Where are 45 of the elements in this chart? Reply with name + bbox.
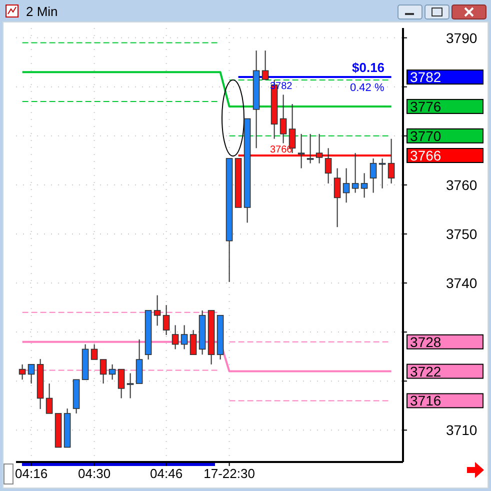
candlestick (360, 172, 368, 198)
data-label: 3776 (410, 98, 442, 114)
data-label: 3766 (410, 148, 442, 164)
annotation: 3766 (270, 144, 293, 156)
candlestick (388, 138, 395, 184)
candlestick (118, 368, 125, 399)
x-tick-label: 04:46 (150, 466, 183, 481)
x-tick-label: 17-22:30 (204, 466, 255, 481)
candlestick (46, 383, 53, 414)
candlestick (108, 364, 116, 380)
candlestick (154, 294, 161, 326)
candlestick (162, 304, 170, 336)
y-tick-label: 3740 (446, 275, 478, 292)
candlestick (352, 152, 359, 194)
candlestick (180, 324, 188, 350)
annotation: $0.16 (352, 60, 385, 75)
candlestick (370, 158, 377, 194)
data-label: 3716 (410, 392, 442, 409)
data-label: 3728 (410, 334, 442, 350)
candlestick (262, 50, 269, 80)
candlestick (324, 148, 332, 184)
candlestick (280, 94, 287, 144)
candlestick (306, 133, 314, 164)
candlestick (342, 168, 350, 204)
data-label: 3722 (410, 363, 442, 380)
candlestick (316, 133, 323, 164)
y-tick-label: 3760 (446, 176, 478, 193)
candlestick (90, 344, 98, 360)
annotation: 0.42 % (350, 82, 384, 94)
candlestick (190, 330, 197, 356)
candlestick (100, 359, 107, 384)
y-tick-label: 3790 (446, 30, 478, 46)
x-tick-label: 04:16 (15, 466, 48, 481)
y-tick-label: 3750 (446, 226, 478, 242)
y-tick-label: 3710 (446, 422, 478, 438)
data-label: 3770 (410, 128, 442, 144)
candlestick (18, 364, 26, 380)
candlestick (28, 364, 35, 384)
x-tick-label: 04:30 (78, 466, 111, 481)
data-label: 3782 (410, 69, 442, 86)
candlestick (126, 372, 134, 399)
candlestick (334, 168, 341, 228)
candlestick (298, 133, 305, 169)
chart-title: 2 Min (26, 4, 58, 19)
candlestick (172, 324, 179, 350)
